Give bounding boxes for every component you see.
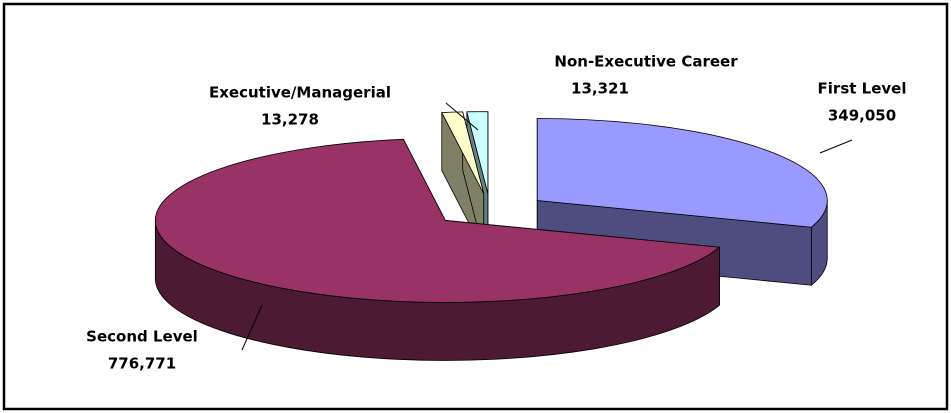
slice-label: First Level <box>818 80 907 98</box>
slice <box>441 111 485 194</box>
slice-label: Non-Executive Career <box>554 53 738 71</box>
leader-line <box>445 102 479 131</box>
pie <box>154 111 828 361</box>
leader-line <box>819 139 853 154</box>
slice-label: Executive/Managerial <box>209 84 391 102</box>
slice <box>154 138 721 303</box>
value-label: 13,321 <box>571 80 629 98</box>
value-label: 13,278 <box>261 111 319 129</box>
value-label: 349,050 <box>828 107 896 125</box>
slice <box>466 111 489 194</box>
leader-line <box>241 304 263 351</box>
slice-label: Second Level <box>86 328 198 346</box>
value-label: 776,771 <box>108 355 176 373</box>
slice <box>536 118 828 228</box>
